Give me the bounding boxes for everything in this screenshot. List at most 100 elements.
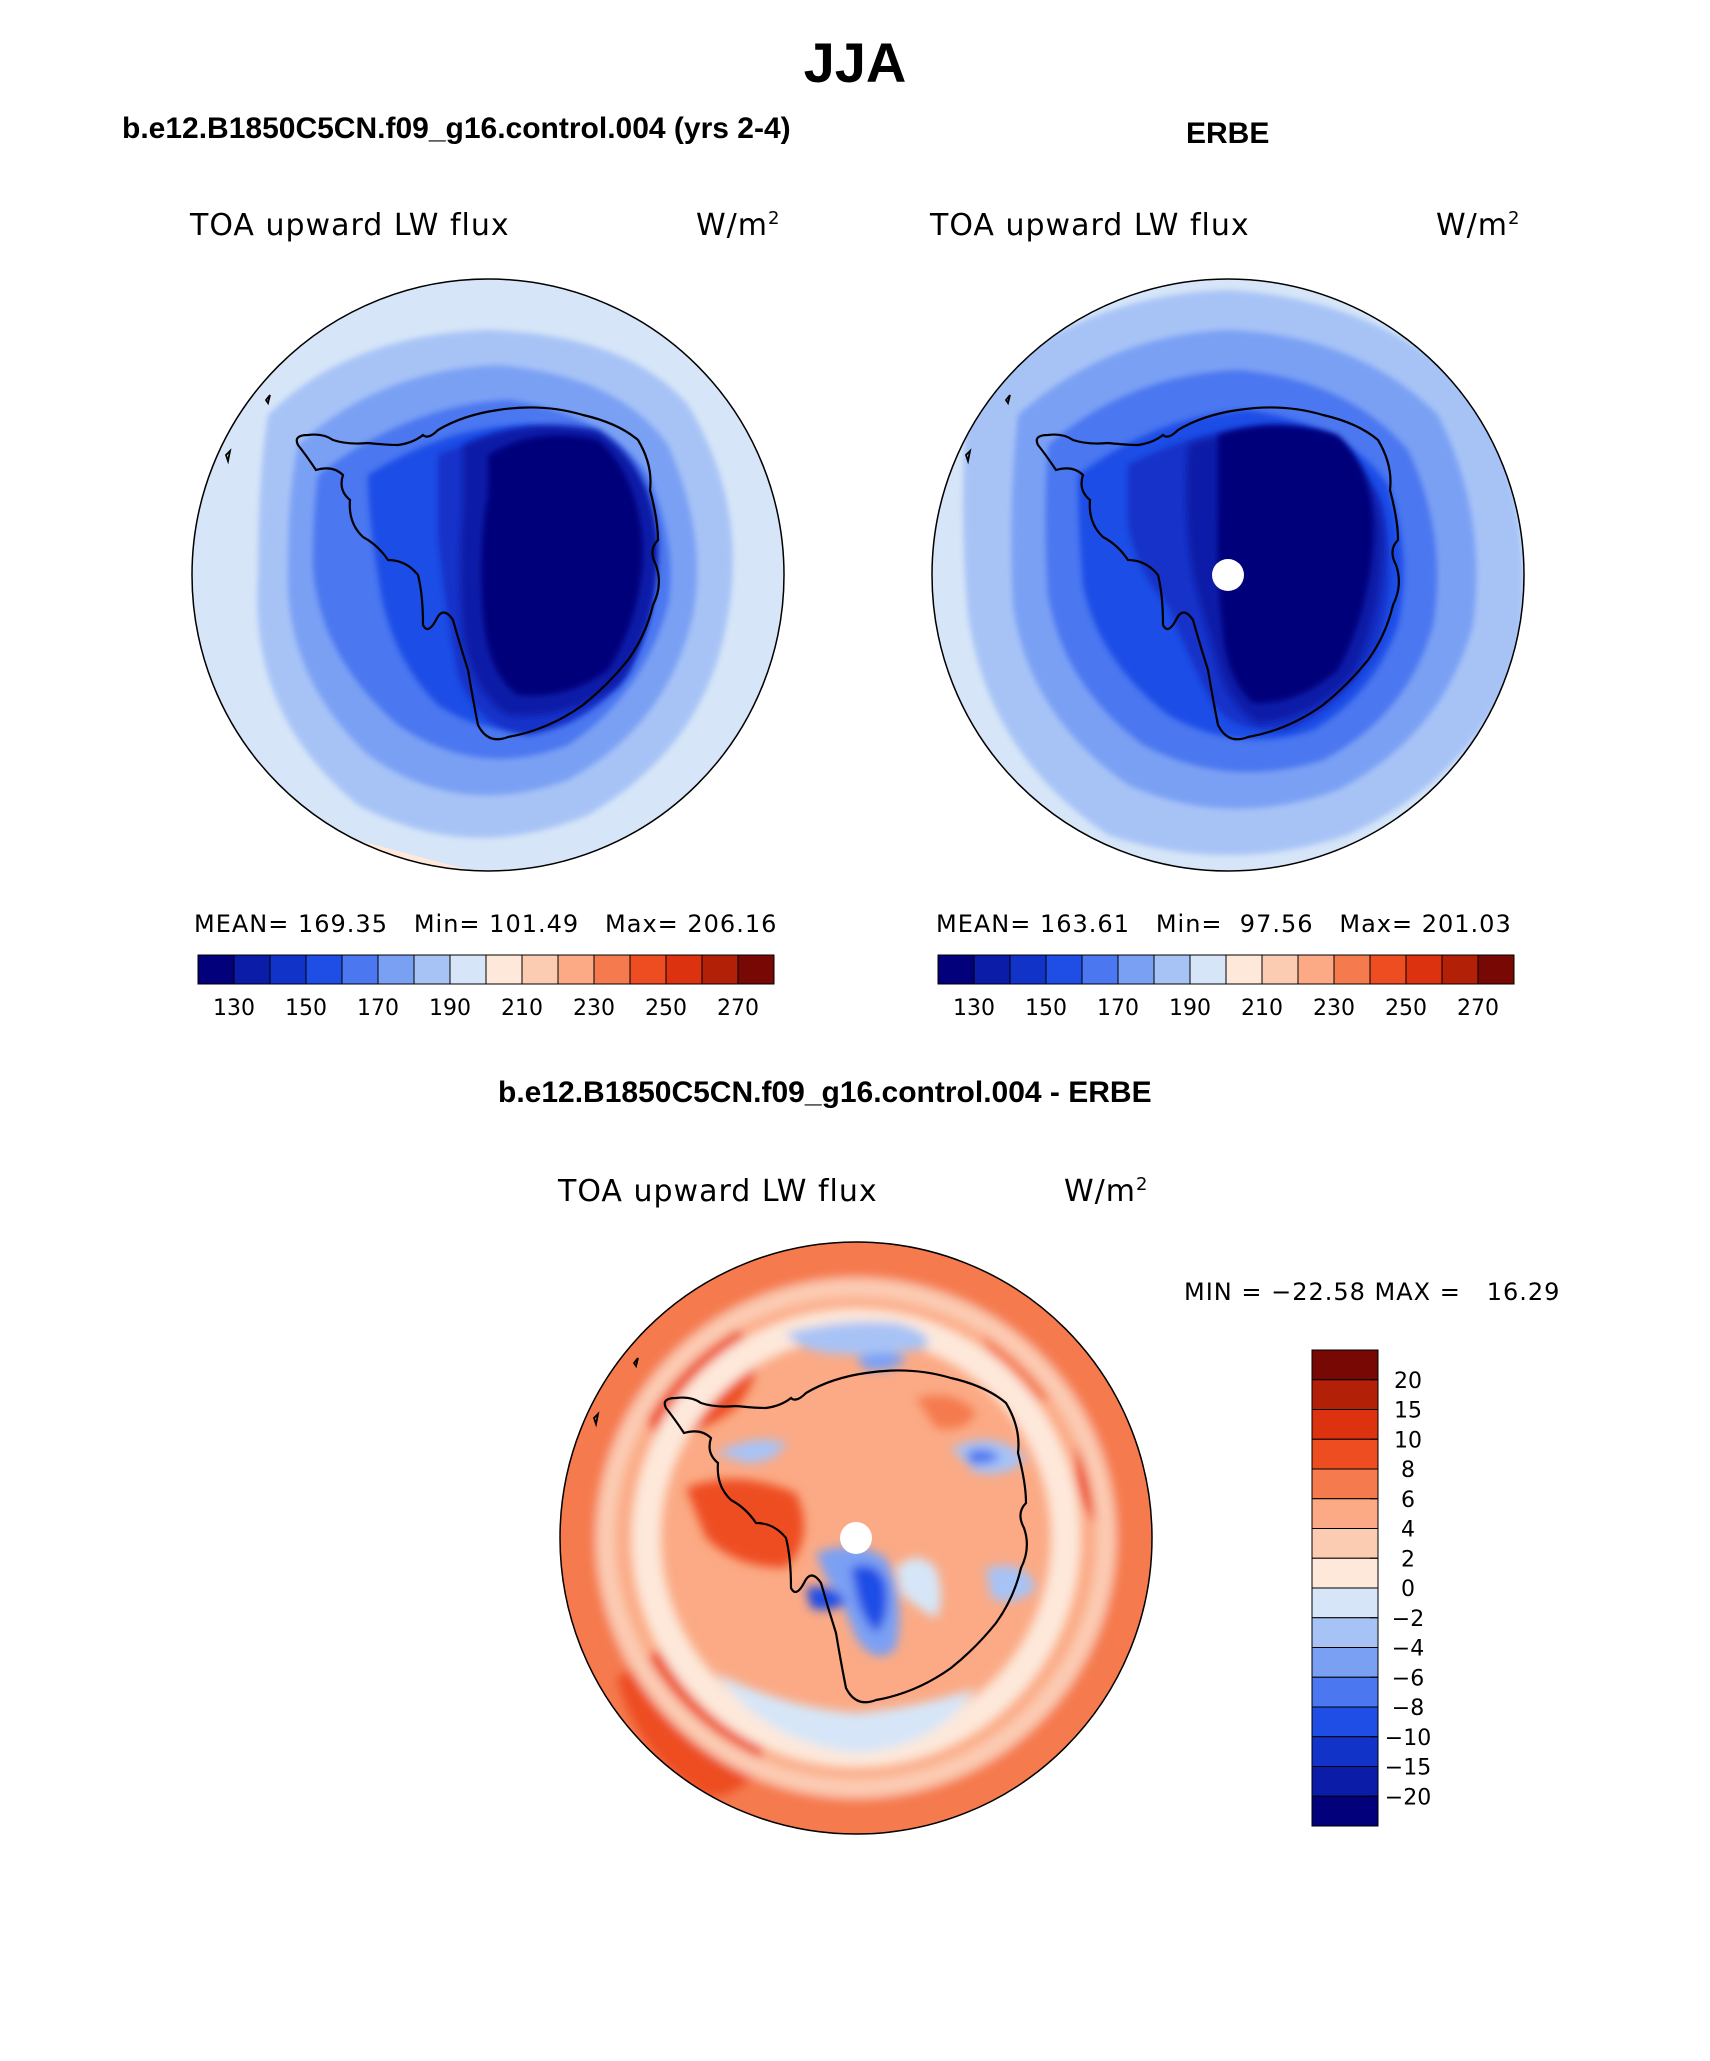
figure-title: JJA xyxy=(803,31,907,94)
diff-colorbar-swatch xyxy=(1311,1528,1379,1559)
diff-colorbar-tick-label: 4 xyxy=(1401,1518,1415,1543)
colorbar-swatch xyxy=(1405,954,1443,985)
model-coastline xyxy=(295,406,660,741)
colorbar-tick-label: 210 xyxy=(1241,996,1283,1019)
diff-colorbar-tick-label: 6 xyxy=(1401,1488,1415,1513)
obs-polar-map xyxy=(931,278,1525,872)
colorbar-swatch xyxy=(449,954,487,985)
diff-colorbar-tick-label: −20 xyxy=(1385,1785,1430,1810)
diff-colorbar-swatch xyxy=(1311,1409,1379,1440)
diff-colorbar-swatch xyxy=(1311,1587,1379,1619)
colorbar-swatch xyxy=(593,954,631,985)
colorbar-tick-label: 250 xyxy=(1385,996,1427,1019)
diff-colorbar-tick-label: −6 xyxy=(1392,1666,1424,1691)
diff-colorbar-tick-label: 2 xyxy=(1401,1547,1415,1572)
colorbar-swatch xyxy=(341,954,379,985)
obs-coastline xyxy=(1035,406,1400,741)
diff-colorbar-swatch xyxy=(1311,1736,1379,1767)
diff-units-label: W/m2 xyxy=(1064,1174,1149,1209)
colorbar-tick-label: 270 xyxy=(1457,996,1499,1019)
obs-units-label: W/m2 xyxy=(1436,208,1521,243)
obs-colorbar: 130 150 170 190 210 230 250 270 xyxy=(937,954,1515,1019)
colorbar-swatch xyxy=(377,954,415,985)
colorbar-swatch xyxy=(1009,954,1047,985)
diff-colorbar-tick-label: −2 xyxy=(1392,1607,1424,1632)
diff-colorbar-swatch xyxy=(1311,1647,1379,1678)
diff-polar-hole xyxy=(840,1522,872,1554)
diff-colorbar-tick-label: 0 xyxy=(1401,1577,1415,1602)
obs-panel-heading: ERBE xyxy=(1186,117,1270,150)
colorbar-swatch xyxy=(557,954,595,985)
colorbar-tick-label: 230 xyxy=(573,996,615,1019)
diff-colorbar-swatch xyxy=(1311,1617,1379,1648)
colorbar-swatch xyxy=(521,954,559,985)
obs-polar-hole xyxy=(1212,559,1244,591)
diff-colorbar-tick-label: 20 xyxy=(1394,1369,1422,1394)
diff-colorbar-swatch xyxy=(1311,1676,1379,1708)
diff-colorbar-tick-label: 8 xyxy=(1401,1458,1415,1483)
colorbar-swatch xyxy=(737,954,775,985)
diff-minmax: MIN = −22.58 MAX = 16.29 xyxy=(1184,1278,1561,1306)
diff-colorbar-tick-label: −4 xyxy=(1392,1637,1424,1662)
diff-colorbar-swatch xyxy=(1311,1438,1379,1470)
colorbar-tick-label: 210 xyxy=(501,996,543,1019)
diff-colorbar-swatch xyxy=(1311,1766,1379,1797)
colorbar-swatch xyxy=(973,954,1011,985)
diff-colorbar-swatch xyxy=(1311,1706,1379,1738)
colorbar-swatch xyxy=(701,954,739,985)
model-field-contours xyxy=(192,279,784,871)
colorbar-swatch xyxy=(1153,954,1191,985)
colorbar-swatch xyxy=(1117,954,1155,985)
model-polar-map xyxy=(191,278,785,872)
diff-colorbar-swatch xyxy=(1311,1349,1379,1381)
colorbar-swatch xyxy=(1081,954,1119,985)
diff-colorbar-swatch xyxy=(1311,1795,1379,1827)
colorbar-tick-label: 130 xyxy=(213,996,255,1019)
model-units-label: W/m2 xyxy=(696,208,781,243)
colorbar-swatch xyxy=(1333,954,1371,985)
colorbar-swatch xyxy=(1297,954,1335,985)
colorbar-tick-label: 270 xyxy=(717,996,759,1019)
diff-colorbar-tick-label: −8 xyxy=(1392,1696,1424,1721)
colorbar-tick-label: 150 xyxy=(1025,996,1067,1019)
diff-colorbar-tick-label: 15 xyxy=(1394,1399,1422,1424)
diff-colorbar-tick-label: −15 xyxy=(1385,1756,1430,1781)
diff-variable-label: TOA upward LW flux xyxy=(558,1174,878,1209)
diff-polar-map xyxy=(559,1241,1153,1835)
colorbar-tick-label: 230 xyxy=(1313,996,1355,1019)
diff-map-boundary xyxy=(559,1241,1153,1835)
model-variable-label: TOA upward LW flux xyxy=(190,208,510,243)
diff-panel-heading: b.e12.B1850C5CN.f09_g16.control.004 - ER… xyxy=(498,1076,1152,1109)
colorbar-swatch xyxy=(1045,954,1083,985)
diff-colorbar-swatch xyxy=(1311,1557,1379,1589)
colorbar-swatch xyxy=(1369,954,1407,985)
colorbar-swatch xyxy=(233,954,271,985)
diff-colorbar-swatch xyxy=(1311,1498,1379,1529)
colorbar-tick-label: 130 xyxy=(953,996,995,1019)
obs-map-boundary xyxy=(931,278,1525,872)
colorbar-swatch xyxy=(1441,954,1479,985)
obs-stats: MEAN= 163.61 Min= 97.56 Max= 201.03 xyxy=(936,910,1512,938)
diff-coastline xyxy=(663,1369,1028,1704)
colorbar-tick-label: 150 xyxy=(285,996,327,1019)
colorbar-swatch xyxy=(1477,954,1515,985)
colorbar-swatch xyxy=(305,954,343,985)
colorbar-swatch xyxy=(1189,954,1227,985)
diff-colorbar-swatch xyxy=(1311,1379,1379,1410)
model-panel-heading: b.e12.B1850C5CN.f09_g16.control.004 (yrs… xyxy=(122,112,791,145)
colorbar-swatch xyxy=(937,954,975,985)
colorbar-swatch xyxy=(485,954,523,985)
colorbar-tick-label: 190 xyxy=(1169,996,1211,1019)
diff-colorbar-tick-label: −10 xyxy=(1385,1726,1430,1751)
colorbar-swatch xyxy=(1261,954,1299,985)
colorbar-tick-label: 250 xyxy=(645,996,687,1019)
model-stats: MEAN= 169.35 Min= 101.49 Max= 206.16 xyxy=(194,910,778,938)
diff-colorbar-swatch xyxy=(1311,1468,1379,1500)
model-map-boundary xyxy=(191,278,785,872)
colorbar-swatch xyxy=(197,954,235,985)
obs-variable-label: TOA upward LW flux xyxy=(930,208,1250,243)
colorbar-tick-label: 170 xyxy=(1097,996,1139,1019)
colorbar-tick-label: 190 xyxy=(429,996,471,1019)
colorbar-swatch xyxy=(269,954,307,985)
